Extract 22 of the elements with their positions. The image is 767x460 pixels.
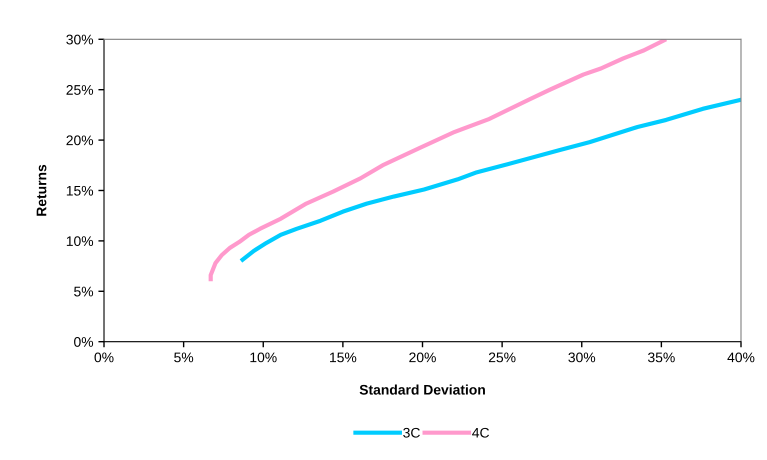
x-tick-label: 25% (488, 352, 516, 362)
x-axis-title: Standard Deviation (360, 384, 485, 395)
legend-label: 3C (403, 428, 420, 438)
line-series (238, 98, 741, 264)
y-tick-label: 10% (66, 236, 94, 246)
y-tick-label: 30% (66, 34, 94, 44)
x-tick-label: 35% (648, 352, 675, 362)
x-tick-label: 20% (409, 352, 436, 362)
legend-label: 4C (472, 428, 490, 438)
x-tick-label: 40% (727, 352, 754, 362)
x-tick-label: 15% (330, 352, 356, 362)
y-tick-label: 15% (66, 186, 94, 196)
y-tick-label: 25% (66, 85, 94, 95)
y-tick-label: 0% (74, 337, 94, 347)
x-tick-label: 0% (94, 352, 114, 362)
x-tick-label: 10% (250, 352, 277, 362)
line-series (208, 39, 668, 284)
y-tick-label: 20% (66, 135, 94, 146)
x-tick-label: 30% (568, 352, 596, 362)
x-tick-label: 5% (174, 352, 194, 362)
y-tick-label: 5% (74, 286, 94, 296)
y-axis-title: Returns (36, 164, 46, 216)
